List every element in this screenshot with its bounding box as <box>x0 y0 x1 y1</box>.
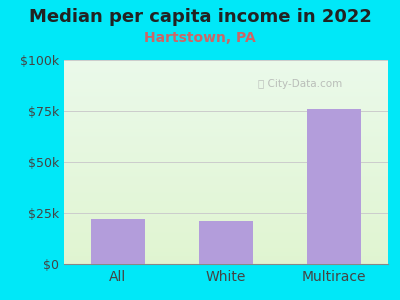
Text: Hartstown, PA: Hartstown, PA <box>144 32 256 46</box>
Bar <box>199 221 253 264</box>
Bar <box>91 219 145 264</box>
Text: Median per capita income in 2022: Median per capita income in 2022 <box>28 8 372 26</box>
Text: ⓘ City-Data.com: ⓘ City-Data.com <box>258 80 343 89</box>
Bar <box>307 109 361 264</box>
